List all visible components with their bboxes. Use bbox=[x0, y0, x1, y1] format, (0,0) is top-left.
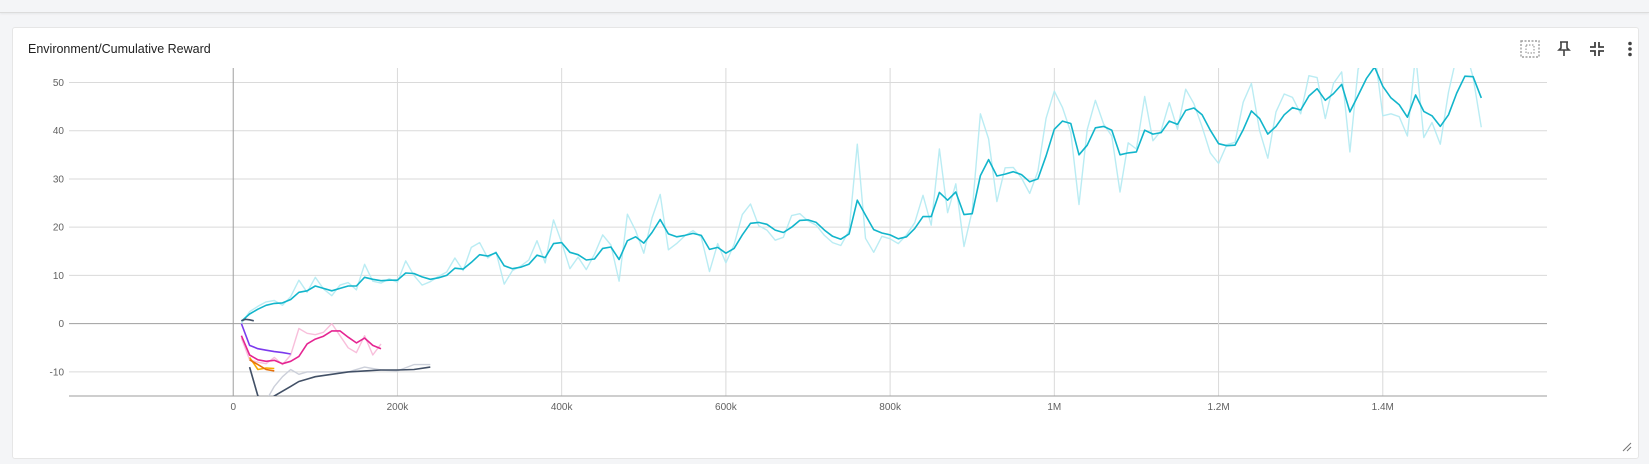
collapse-button[interactable] bbox=[1585, 37, 1609, 61]
tick-layer: -10 0 10 20 30 40 50 0 200k 400k 600k 800k 1M 1.2M 1.4… bbox=[50, 78, 1394, 413]
y-tick-label: -10 bbox=[50, 367, 65, 378]
scalar-card: Environment/Cumulative Reward bbox=[12, 27, 1639, 459]
top-bar bbox=[0, 0, 1649, 13]
x-tick-label: 0 bbox=[230, 402, 236, 413]
x-tick-label: 800k bbox=[879, 402, 902, 413]
more-options-button[interactable] bbox=[1618, 37, 1642, 61]
series-line bbox=[241, 318, 254, 322]
x-tick-label: 1M bbox=[1047, 402, 1061, 413]
series-line bbox=[248, 356, 275, 371]
x-tick-label: 1.2M bbox=[1207, 402, 1229, 413]
pin-icon bbox=[1557, 41, 1571, 56]
series-line bbox=[240, 330, 382, 365]
card-title: Environment/Cumulative Reward bbox=[28, 42, 211, 56]
resize-handle-icon[interactable] bbox=[1622, 442, 1632, 452]
y-tick-label: 30 bbox=[53, 174, 65, 185]
raw-series-line bbox=[240, 322, 382, 366]
more-vert-icon bbox=[1628, 41, 1632, 57]
x-tick-label: 400k bbox=[551, 402, 574, 413]
y-tick-label: 50 bbox=[53, 78, 65, 89]
y-tick-label: 0 bbox=[58, 319, 64, 330]
collapse-icon bbox=[1590, 42, 1604, 56]
x-tick-label: 1.4M bbox=[1372, 402, 1394, 413]
fit-domain-icon bbox=[1520, 40, 1540, 58]
reward-chart[interactable]: -10 0 10 20 30 40 50 0 200k 400k 600k 800k 1M 1.2M 1.4… bbox=[13, 28, 1638, 458]
raw-series-line bbox=[240, 68, 1482, 324]
series-line bbox=[248, 366, 431, 396]
raw-series-layer bbox=[240, 68, 1482, 396]
x-tick-label: 600k bbox=[715, 402, 738, 413]
x-tick-label: 200k bbox=[387, 402, 410, 413]
y-tick-label: 40 bbox=[53, 126, 65, 137]
smoothed-series-layer bbox=[240, 68, 1483, 396]
y-tick-label: 10 bbox=[53, 271, 65, 282]
fit-domain-button[interactable] bbox=[1518, 37, 1542, 61]
y-tick-label: 20 bbox=[53, 223, 65, 234]
series-line bbox=[240, 68, 1483, 322]
series-line bbox=[240, 323, 291, 355]
pin-button[interactable] bbox=[1552, 37, 1576, 61]
series-line bbox=[249, 359, 275, 372]
